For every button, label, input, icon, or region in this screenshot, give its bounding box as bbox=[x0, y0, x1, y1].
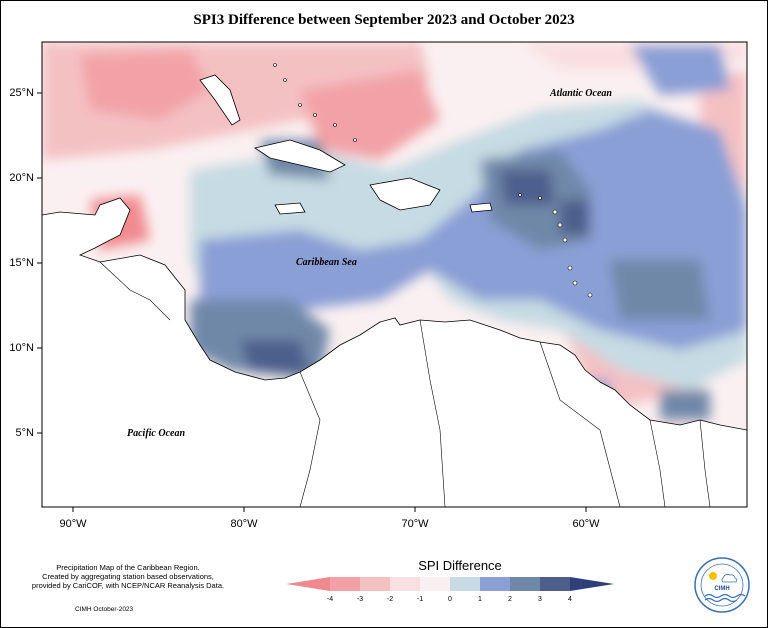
cimh-logo: CIMH bbox=[693, 556, 751, 614]
lat-label-15: 15°N bbox=[9, 257, 34, 269]
colorbar-segment bbox=[540, 577, 570, 591]
logo-text: CIMH bbox=[714, 586, 729, 592]
info-line-2: Created by aggregating station based obs… bbox=[42, 572, 214, 581]
colorbar-segment bbox=[570, 577, 614, 591]
wet-zone-medium bbox=[200, 110, 747, 350]
lon-label-90: 90°W bbox=[59, 518, 87, 530]
lon-label-80: 80°W bbox=[230, 518, 258, 530]
legend-title: SPI Difference bbox=[418, 558, 502, 573]
legend-tick-label: 2 bbox=[508, 596, 512, 603]
legend-tick-label: 3 bbox=[538, 596, 542, 603]
info-line-3: provided by CariCOF, with NCEP/NCAR Rean… bbox=[31, 581, 225, 590]
cloud-icon bbox=[721, 574, 738, 583]
lat-label-20: 20°N bbox=[9, 172, 34, 184]
colorbar-segment bbox=[390, 577, 420, 591]
hispaniola bbox=[369, 177, 441, 211]
legend-tick-label: -2 bbox=[386, 596, 394, 603]
wet-zone-antilles bbox=[560, 200, 590, 235]
country-borders bbox=[99, 261, 711, 507]
cimh-date: CIMH October-2023 bbox=[75, 606, 134, 613]
legend-tick-label: -1 bbox=[416, 596, 424, 603]
map-info: Precipitation Map of the Caribbean Regio… bbox=[18, 563, 238, 590]
mainland bbox=[42, 197, 747, 507]
legend-tick-label: -3 bbox=[356, 596, 364, 603]
wet-zone-french-guiana bbox=[660, 390, 710, 420]
wet-zone-atlantic-north bbox=[630, 45, 730, 95]
wave-icon bbox=[704, 593, 746, 599]
legend-tick-label: 0 bbox=[448, 596, 452, 603]
lon-label-70: 70°W bbox=[401, 518, 429, 530]
info-line-1: Precipitation Map of the Caribbean Regio… bbox=[56, 563, 200, 572]
cuba bbox=[254, 139, 346, 173]
colorbar-segment bbox=[330, 577, 360, 591]
colorbar-segment bbox=[480, 577, 510, 591]
jamaica bbox=[274, 202, 306, 215]
wet-zone-atlantic-east bbox=[610, 260, 710, 320]
map-border bbox=[41, 41, 748, 508]
colorbar-segment bbox=[420, 577, 450, 591]
colorbar-segment bbox=[510, 577, 540, 591]
land-masses bbox=[42, 74, 747, 507]
florida bbox=[199, 74, 241, 126]
legend-colorbar bbox=[286, 577, 614, 591]
pacific-ocean-label: Pacific Ocean bbox=[127, 428, 186, 439]
dry-zone-bahamas bbox=[300, 70, 440, 160]
caribbean-sea-label: Caribbean Sea bbox=[296, 257, 357, 268]
small-islands bbox=[273, 63, 593, 298]
wet-zone-panama bbox=[240, 340, 310, 375]
axis-ticks bbox=[37, 92, 587, 512]
colorbar-segment bbox=[360, 577, 390, 591]
wet-zone-puerto-rico bbox=[500, 170, 555, 205]
atlantic-ocean-label: Atlantic Ocean bbox=[550, 88, 612, 99]
lat-label-10: 10°N bbox=[9, 342, 34, 354]
legend-tick-label: 4 bbox=[568, 596, 572, 603]
dry-zone-mexico-gulf bbox=[80, 50, 210, 120]
lon-label-60: 60°W bbox=[572, 518, 600, 530]
legend-tick-label: -4 bbox=[326, 596, 334, 603]
lat-label-5: 5°N bbox=[15, 427, 34, 439]
legend-tick-label: 1 bbox=[478, 596, 482, 603]
puerto-rico bbox=[469, 202, 493, 213]
colorbar-segment bbox=[450, 577, 480, 591]
colorbar-segment bbox=[286, 577, 330, 591]
lat-label-25: 25°N bbox=[9, 87, 34, 99]
sun-icon bbox=[709, 572, 717, 580]
map-title: SPI3 Difference between September 2023 a… bbox=[193, 12, 575, 28]
